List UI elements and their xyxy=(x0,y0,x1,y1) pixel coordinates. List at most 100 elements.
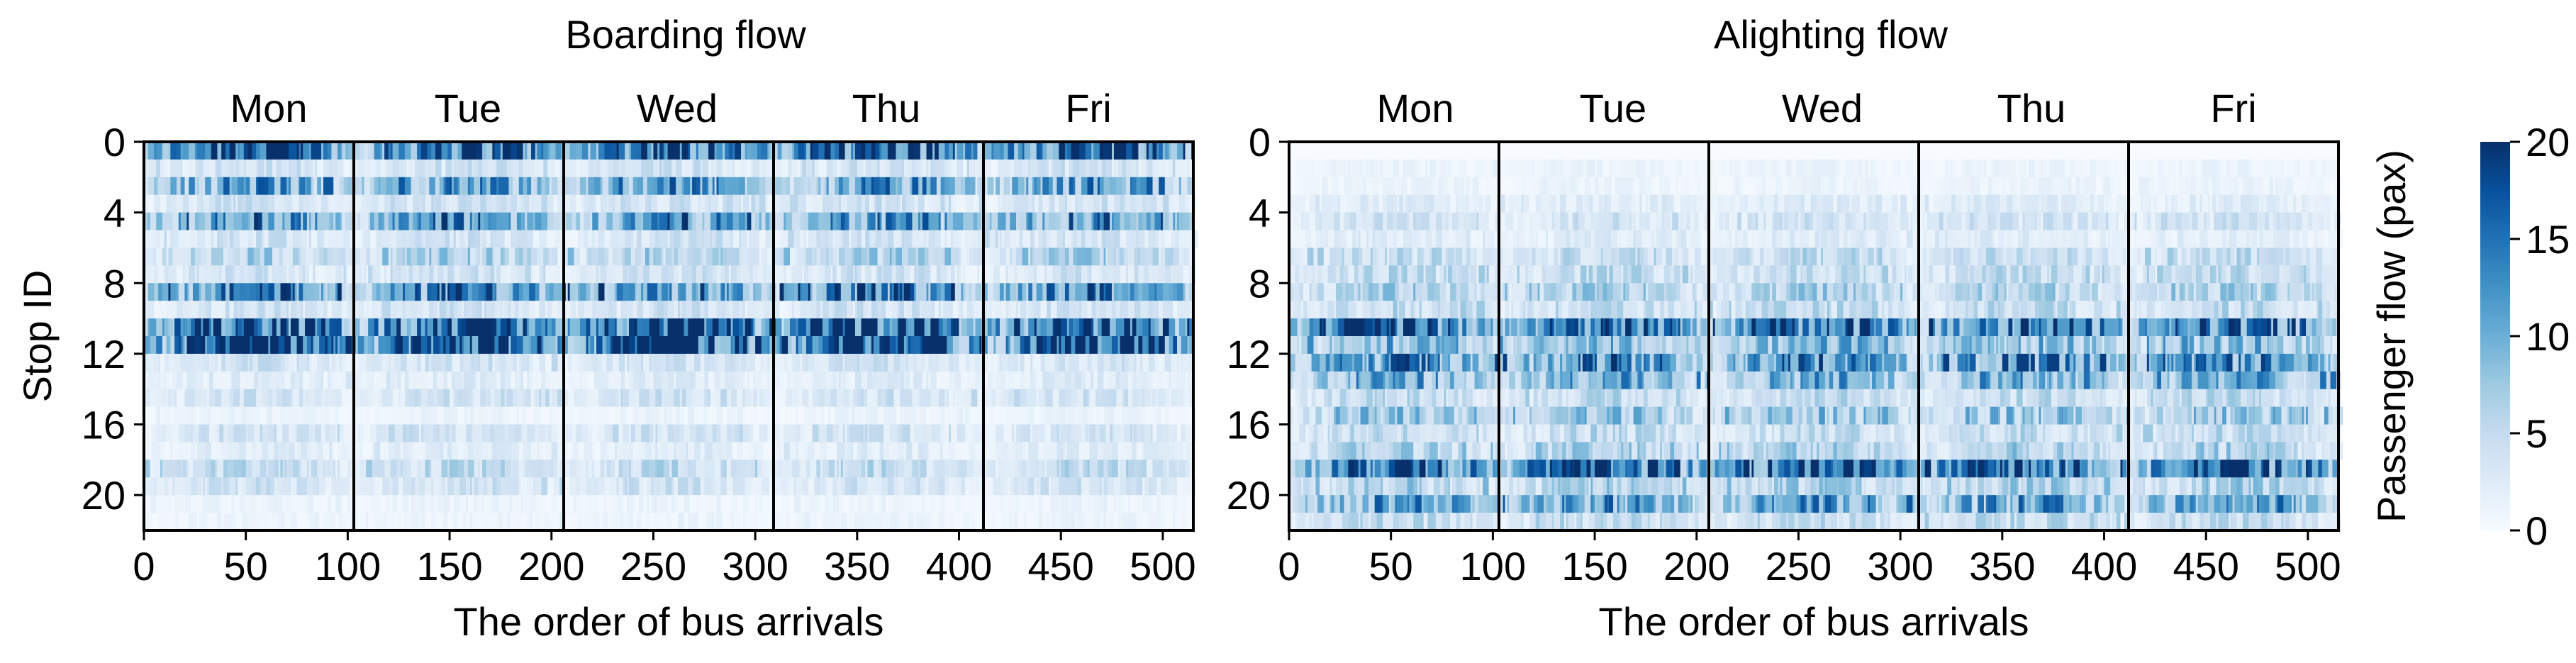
heatmap-cell xyxy=(420,353,426,372)
heatmap-cell xyxy=(789,371,795,390)
heatmap-cell xyxy=(998,371,1000,390)
heatmap-cell xyxy=(182,336,186,355)
heatmap-cell xyxy=(511,212,518,231)
heatmap-cell xyxy=(252,336,257,355)
heatmap-cell xyxy=(628,283,636,301)
heatmap-cell xyxy=(1079,159,1086,178)
heatmap-cell xyxy=(420,336,428,355)
heatmap-cell xyxy=(290,406,296,425)
heatmap-cell xyxy=(386,406,389,425)
heatmap-cell xyxy=(515,230,518,249)
heatmap-cell xyxy=(282,389,287,408)
heatmap-cell xyxy=(1042,283,1047,301)
heatmap-cell xyxy=(219,230,224,249)
heatmap-cell xyxy=(1169,159,1171,178)
heatmap-cell xyxy=(323,142,328,160)
heatmap-cell xyxy=(256,336,263,355)
heatmap-cell xyxy=(335,459,338,478)
heatmap-cell xyxy=(425,194,432,213)
heatmap-cell xyxy=(840,301,848,319)
heatmap-cell xyxy=(529,353,534,372)
heatmap-cell xyxy=(415,406,420,425)
heatmap-cell xyxy=(229,336,233,355)
heatmap-cell xyxy=(504,247,510,266)
heatmap-cell xyxy=(1103,371,1108,390)
heatmap-cell xyxy=(710,406,718,425)
heatmap-cell xyxy=(559,336,564,355)
heatmap-cell xyxy=(647,283,652,301)
heatmap-cell xyxy=(168,247,173,266)
heatmap-cell xyxy=(867,371,870,390)
heatmap-cell xyxy=(238,371,240,390)
heatmap-cell xyxy=(480,424,483,443)
heatmap-cell xyxy=(217,142,222,160)
heatmap-cell xyxy=(1097,353,1105,372)
heatmap-cell xyxy=(749,230,754,249)
heatmap-cell xyxy=(152,247,155,266)
heatmap-cell xyxy=(965,389,972,408)
heatmap-cell xyxy=(898,371,901,390)
heatmap-cell xyxy=(723,142,725,160)
heatmap-cell xyxy=(1014,389,1021,408)
heatmap-cell xyxy=(390,318,397,337)
heatmap-cell xyxy=(1152,159,1159,178)
heatmap-cell xyxy=(887,142,893,160)
heatmap-cell xyxy=(863,159,866,178)
heatmap-cell xyxy=(875,194,882,213)
heatmap-cell xyxy=(1099,283,1105,301)
heatmap-cell xyxy=(260,283,263,301)
heatmap-cell xyxy=(1115,389,1119,408)
heatmap-cell xyxy=(345,283,350,301)
heatmap-cell xyxy=(533,424,536,443)
heatmap-cell xyxy=(1128,406,1131,425)
heatmap-cell xyxy=(755,336,762,355)
heatmap-cell xyxy=(944,424,949,443)
heatmap-cell xyxy=(623,212,625,231)
heatmap-cell xyxy=(865,406,872,425)
heatmap-cell xyxy=(659,336,667,355)
heatmap-cell xyxy=(777,265,784,284)
heatmap-cell xyxy=(936,353,939,372)
heatmap-cell xyxy=(529,283,536,301)
heatmap-cell xyxy=(420,142,428,160)
heatmap-cell xyxy=(1183,142,1186,160)
heatmap-cell xyxy=(928,318,931,337)
heatmap-cell xyxy=(418,336,422,355)
heatmap-cell xyxy=(628,336,636,355)
heatmap-cell xyxy=(1140,142,1145,160)
heatmap-cell xyxy=(1189,353,1192,372)
heatmap-cell xyxy=(518,247,524,266)
heatmap-cell xyxy=(464,459,467,478)
heatmap-cell xyxy=(1056,442,1064,460)
heatmap-cell xyxy=(296,212,299,231)
heatmap-cell xyxy=(608,159,611,178)
heatmap-cell xyxy=(578,283,581,301)
heatmap-cell xyxy=(1081,230,1086,249)
heatmap-cell xyxy=(233,247,240,266)
heatmap-cell xyxy=(1091,247,1094,266)
heatmap-cell xyxy=(808,212,815,231)
heatmap-cell xyxy=(1126,247,1129,266)
heatmap-cell xyxy=(447,265,455,284)
heatmap-cell xyxy=(170,283,177,301)
heatmap-cell xyxy=(305,389,310,408)
heatmap-cell xyxy=(932,212,939,231)
heatmap-cell xyxy=(767,194,774,213)
heatmap-cell xyxy=(657,212,660,231)
heatmap-cell xyxy=(194,265,198,284)
heatmap-cell xyxy=(661,424,664,443)
heatmap-cell xyxy=(926,459,933,478)
heatmap-cell xyxy=(896,142,903,160)
heatmap-cell xyxy=(1040,353,1043,372)
heatmap-cell xyxy=(665,283,669,301)
heatmap-cell xyxy=(704,230,711,249)
heatmap-cell xyxy=(1063,230,1066,249)
heatmap-cell xyxy=(571,424,576,443)
heatmap-cell xyxy=(462,371,464,390)
heatmap-cell xyxy=(476,177,481,196)
heatmap-cell xyxy=(800,159,803,178)
heatmap-cell xyxy=(881,247,884,266)
heatmap-cell xyxy=(329,442,332,460)
heatmap-cell xyxy=(180,353,187,372)
heatmap-cell xyxy=(494,283,497,301)
